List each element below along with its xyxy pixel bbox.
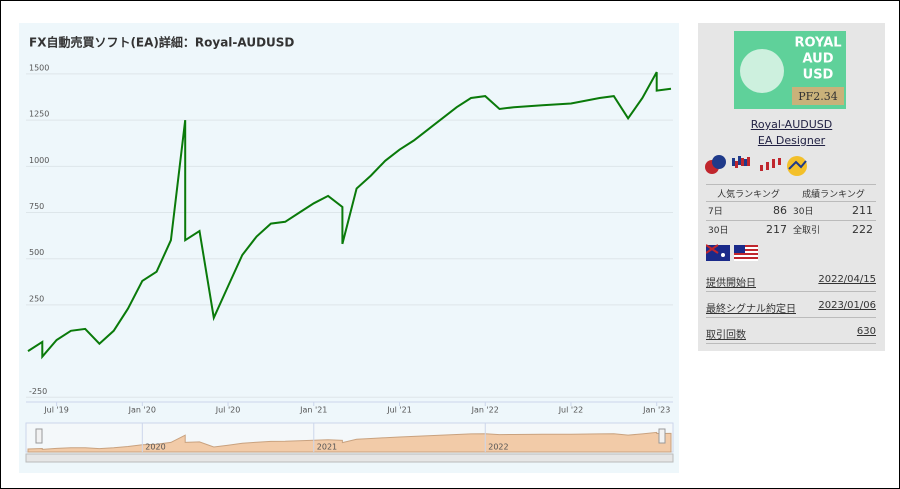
y-tick-label: 1250 xyxy=(29,110,49,119)
x-tick-label: Jan '22 xyxy=(471,406,499,415)
feature-icons xyxy=(705,155,807,176)
ea-panel: ROYAL AUD USD PF2.34 Royal-AUDUSD EA Des… xyxy=(698,23,885,351)
navigator-label: 2022 xyxy=(488,443,508,452)
info-label[interactable]: 取引回数 xyxy=(706,330,746,341)
navigator-handle[interactable] xyxy=(658,428,666,444)
navigator-handle[interactable] xyxy=(35,428,43,444)
rank-line xyxy=(706,220,876,239)
info-label[interactable]: 提供開始日 xyxy=(706,278,756,289)
y-tick-label: 250 xyxy=(29,294,44,303)
navigator-label: 2020 xyxy=(145,443,165,452)
x-tick-label: Jan '21 xyxy=(299,406,327,415)
info-value: 2022/04/15 xyxy=(818,274,876,285)
info-label[interactable]: 最終シグナル約定日 xyxy=(706,304,796,315)
designer-link[interactable]: EA Designer xyxy=(757,134,826,147)
ranking-table: 人気ランキング 成績ランキング 7日 86 30日 211 30日 217 全取引 222 xyxy=(706,184,876,236)
rank-label: 7日 xyxy=(708,207,723,217)
ea-logo[interactable]: ROYAL AUD USD PF2.34 xyxy=(734,31,846,109)
y-tick-label: 500 xyxy=(29,248,44,257)
x-tick-label: Jul '21 xyxy=(386,406,412,415)
info-value: 2023/01/06 xyxy=(818,300,876,311)
rank-label: 全取引 xyxy=(793,226,821,236)
info-row: 取引回数 630 xyxy=(706,323,876,344)
logo-badge: PF2.34 xyxy=(798,90,838,103)
rank-label: 30日 xyxy=(793,207,814,217)
rank-label: 30日 xyxy=(708,226,729,236)
x-tick-label: Jan '20 xyxy=(128,406,156,415)
info-row: 提供開始日 2022/04/15 xyxy=(706,271,876,292)
x-tick-label: Jul '19 xyxy=(43,406,69,415)
logo-text: ROYAL xyxy=(794,36,841,51)
logo-text: USD xyxy=(803,68,834,83)
y-tick-label: 750 xyxy=(29,202,44,211)
rank-value: 211 xyxy=(852,204,873,217)
rank-value: 222 xyxy=(852,223,873,236)
equity-line xyxy=(27,71,672,360)
ranking-header: 人気ランキング xyxy=(717,190,780,200)
x-tick-label: Jul '22 xyxy=(558,406,584,415)
chart-background xyxy=(19,23,679,473)
chart-title: FX自動売買ソフト(EA)詳細：Royal-AUDUSD xyxy=(29,35,294,50)
scrollbar[interactable] xyxy=(25,453,674,463)
y-tick-label: -250 xyxy=(29,387,47,396)
currency-flags xyxy=(706,244,758,261)
x-tick-label: Jan '23 xyxy=(642,406,670,415)
ranking-header: 成績ランキング xyxy=(802,190,865,200)
info-value: 630 xyxy=(856,326,876,337)
chart: FX自動売買ソフト(EA)詳細：Royal-AUDUSD -250 250 500 7… xyxy=(19,23,679,473)
rank-value: 86 xyxy=(773,204,787,217)
y-tick-label: 1500 xyxy=(29,63,49,72)
logo-text: AUD xyxy=(802,52,833,67)
navigator-area xyxy=(27,431,672,453)
x-tick-label: Jul '20 xyxy=(215,406,241,415)
rank-line xyxy=(706,201,876,220)
navigator-label: 2021 xyxy=(317,443,337,452)
ea-name-link[interactable]: Royal-AUDUSD xyxy=(750,118,833,131)
rank-value: 217 xyxy=(766,223,787,236)
y-tick-label: 1000 xyxy=(29,156,49,165)
info-row: 最終シグナル約定日 2023/01/06 xyxy=(706,297,876,318)
